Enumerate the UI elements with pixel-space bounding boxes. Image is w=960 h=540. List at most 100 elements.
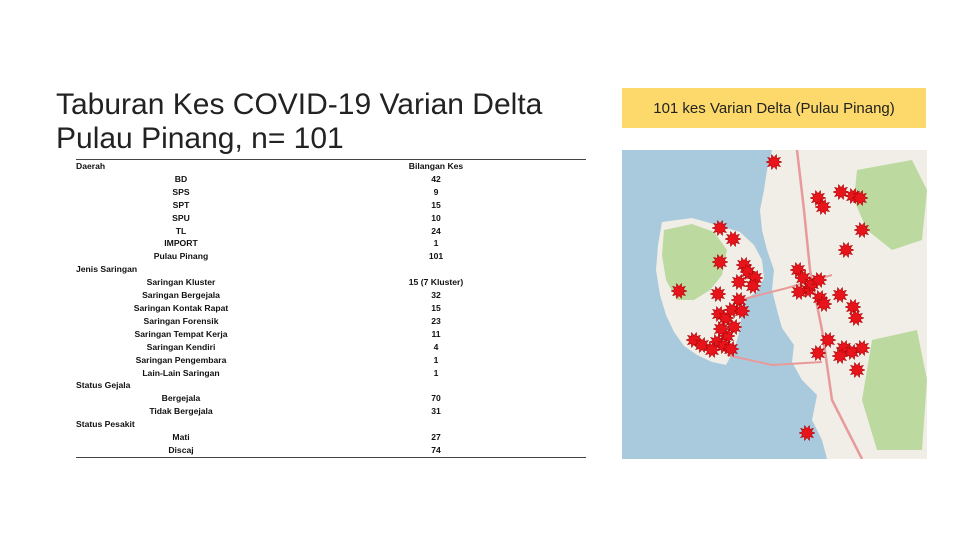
case-marker-icon[interactable] [815, 295, 833, 313]
category-label: Status Pesakit [76, 419, 135, 430]
case-marker-icon[interactable] [733, 302, 751, 320]
case-marker-icon[interactable] [853, 339, 871, 357]
case-table-container: Daerah Bilangan Kes BD 42 SPS 9 SPT 15 SPU 10 TL… [76, 159, 586, 458]
case-marker-icon[interactable] [851, 189, 869, 207]
row-value: 15 [431, 199, 441, 210]
case-marker-icon[interactable] [730, 273, 748, 291]
row-value: 101 [428, 251, 444, 262]
row-label: BD [174, 173, 188, 184]
header-daerah: Daerah [76, 161, 106, 171]
table-row: SPU 10 [76, 212, 586, 225]
category-label: Status Gejala [76, 380, 131, 391]
table-row: Discaj 74 [76, 444, 586, 458]
row-label: Mati [172, 432, 190, 443]
case-marker-icon[interactable] [790, 283, 808, 301]
row-label: TL [175, 225, 187, 236]
row-value: 1 [433, 354, 439, 365]
case-marker-icon[interactable] [670, 282, 688, 300]
table-row: IMPORT 1 [76, 237, 586, 250]
map-canvas [622, 150, 927, 459]
case-marker-icon[interactable] [724, 230, 742, 248]
mainland-forest-north [854, 160, 927, 250]
table-body: BD 42 SPS 9 SPT 15 SPU 10 TL 24 IMPORT 1 Pulau Pinan… [76, 173, 586, 458]
case-marker-icon[interactable] [709, 285, 727, 303]
case-marker-icon[interactable] [847, 309, 865, 327]
slide-title: Taburan Kes COVID-19 Varian Delta Pulau … [56, 88, 543, 155]
row-label: Tidak Bergejala [149, 406, 213, 417]
table-row: Mati 27 [76, 431, 586, 444]
case-marker-icon[interactable] [711, 219, 729, 237]
category-row: Status Pesakit [76, 418, 586, 431]
row-label: Bergejala [161, 393, 201, 404]
row-value: 74 [431, 444, 441, 455]
row-value: 1 [433, 367, 439, 378]
case-marker-icon[interactable] [703, 341, 721, 359]
case-markers [670, 153, 871, 442]
row-label: Saringan Pengembara [135, 354, 227, 365]
case-count-badge: 101 kes Varian Delta (Pulau Pinang) [622, 88, 926, 128]
case-marker-icon[interactable] [744, 277, 762, 295]
row-value: 1 [433, 238, 439, 249]
category-label: Jenis Saringan [76, 264, 138, 275]
row-label: IMPORT [164, 238, 198, 249]
table-header-row: Daerah Bilangan Kes [76, 159, 586, 173]
row-value: 42 [431, 173, 441, 184]
case-marker-icon[interactable] [798, 424, 816, 442]
row-label: SPT [172, 199, 190, 210]
case-marker-icon[interactable] [810, 271, 828, 289]
row-value: 9 [433, 186, 439, 197]
row-value: 24 [431, 225, 441, 236]
row-value: 11 [431, 328, 441, 339]
table-row: TL 24 [76, 225, 586, 238]
case-marker-icon[interactable] [765, 153, 783, 171]
table-row: Tidak Bergejala 31 [76, 405, 586, 418]
island-forest [662, 224, 727, 300]
row-value [286, 263, 586, 276]
row-value: 15 (7 Kluster) [408, 277, 464, 288]
row-label: Lain-Lain Saringan [142, 367, 220, 378]
table-row: SPS 9 [76, 186, 586, 199]
case-marker-icon[interactable] [831, 347, 849, 365]
category-row: Status Gejala [76, 379, 586, 392]
row-value: 15 [431, 302, 441, 313]
row-label: Saringan Kendiri [146, 341, 216, 352]
case-marker-icon[interactable] [809, 344, 827, 362]
table-row: SPT 15 [76, 199, 586, 212]
case-marker-icon[interactable] [853, 221, 871, 239]
header-bilangan-kes: Bilangan Kes [408, 161, 464, 171]
table-row: Lain-Lain Saringan 1 [76, 367, 586, 380]
case-marker-icon[interactable] [848, 361, 866, 379]
case-map[interactable] [622, 150, 927, 459]
row-label: Saringan Tempat Kerja [134, 328, 228, 339]
case-marker-icon[interactable] [711, 253, 729, 271]
row-label: Saringan Kluster [146, 277, 216, 288]
mainland-forest-south [862, 330, 927, 450]
row-label: Discaj [168, 444, 194, 455]
row-value: 27 [431, 432, 441, 443]
row-label: Saringan Kontak Rapat [133, 302, 229, 313]
case-marker-icon[interactable] [722, 340, 740, 358]
row-value: 31 [431, 406, 441, 417]
case-table: Daerah Bilangan Kes BD 42 SPS 9 SPT 15 SPU 10 TL… [76, 159, 586, 458]
case-marker-icon[interactable] [819, 331, 837, 349]
table-row: Saringan Forensik 23 [76, 315, 586, 328]
row-value: 23 [431, 315, 441, 326]
table-row: Saringan Kontak Rapat 15 [76, 302, 586, 315]
case-marker-icon[interactable] [814, 198, 832, 216]
row-label: SPS [172, 186, 190, 197]
row-label: Saringan Forensik [143, 315, 219, 326]
row-value [286, 418, 586, 431]
table-row: Bergejala 70 [76, 392, 586, 405]
row-label: Pulau Pinang [153, 251, 209, 262]
case-marker-icon[interactable] [730, 291, 748, 309]
table-row: Pulau Pinang 101 [76, 250, 586, 263]
table-row: Saringan Kendiri 4 [76, 341, 586, 354]
case-marker-icon[interactable] [837, 241, 855, 259]
row-label: SPU [172, 212, 190, 223]
case-marker-icon[interactable] [712, 320, 730, 338]
table-row: BD 42 [76, 173, 586, 186]
row-value: 4 [433, 341, 439, 352]
case-marker-icon[interactable] [844, 298, 862, 316]
row-value: 70 [431, 393, 441, 404]
case-marker-icon[interactable] [831, 286, 849, 304]
